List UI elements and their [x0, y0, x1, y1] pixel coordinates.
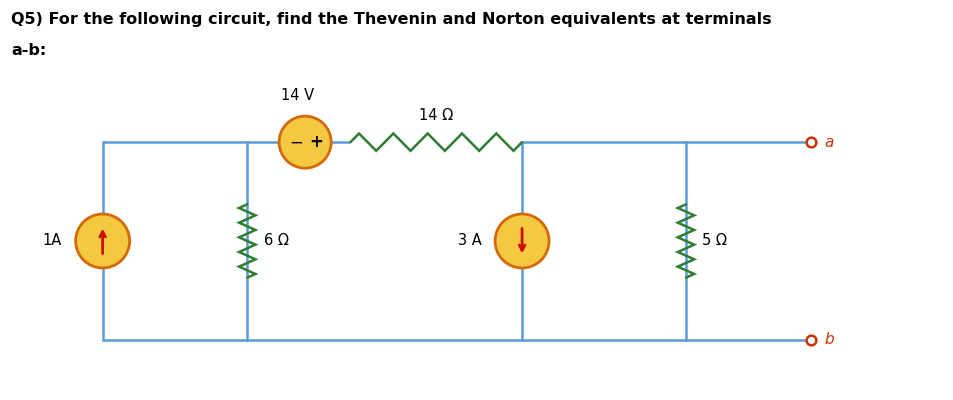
Text: 3 A: 3 A	[457, 234, 481, 248]
Text: −: −	[289, 133, 303, 151]
Text: a: a	[824, 135, 833, 150]
Circle shape	[495, 214, 549, 268]
Circle shape	[75, 214, 130, 268]
Text: 14 V: 14 V	[280, 88, 314, 103]
Text: Q5) For the following circuit, find the Thevenin and Norton equivalents at termi: Q5) For the following circuit, find the …	[11, 12, 771, 27]
Text: b: b	[824, 332, 834, 347]
Text: a-b:: a-b:	[11, 43, 47, 58]
Circle shape	[279, 116, 331, 168]
Text: 1A: 1A	[43, 234, 62, 248]
Text: 6 Ω: 6 Ω	[263, 234, 288, 248]
Text: 5 Ω: 5 Ω	[701, 234, 726, 248]
Text: 14 Ω: 14 Ω	[418, 108, 453, 123]
Text: +: +	[309, 133, 322, 151]
